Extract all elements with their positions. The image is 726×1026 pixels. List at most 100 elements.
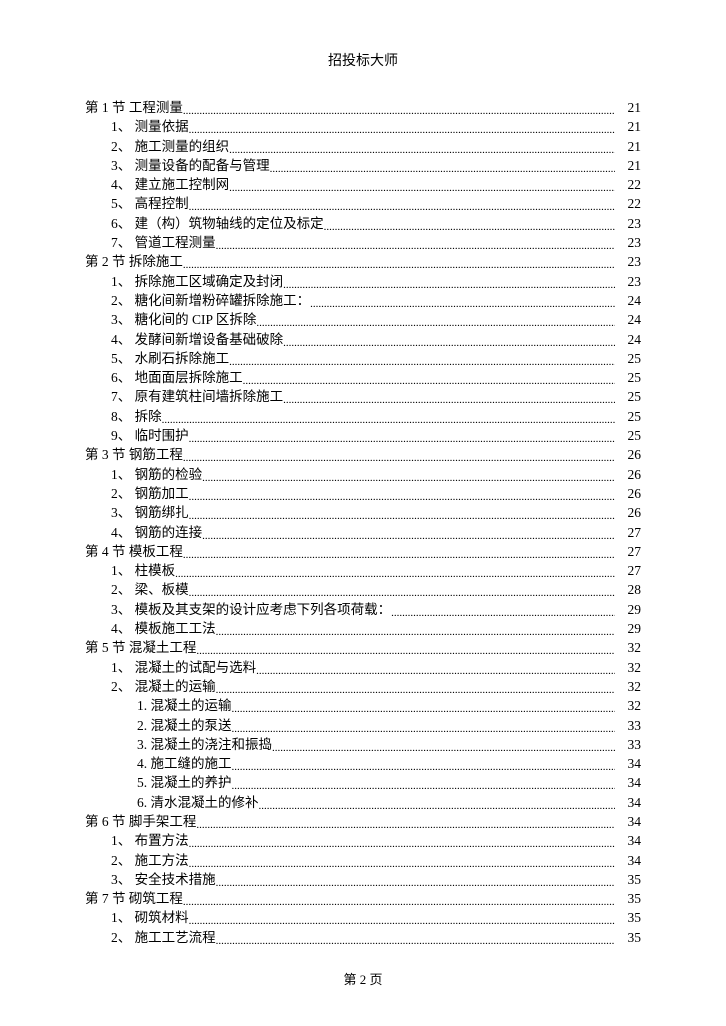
toc-leader-dots: ........................................… — [324, 218, 615, 237]
toc-page-number: 35 — [615, 889, 641, 908]
toc-page-number: 26 — [615, 465, 641, 484]
toc-page-number: 34 — [615, 793, 641, 812]
toc-label: 2、 糖化间新增粉碎罐拆除施工： — [111, 291, 310, 310]
toc-leader-dots: ........................................… — [232, 720, 616, 739]
toc-page-number: 28 — [615, 580, 641, 599]
toc-label: 2. 混凝土的泵送 — [137, 716, 232, 735]
toc-page-number: 22 — [615, 175, 641, 194]
toc-page-number: 24 — [615, 291, 641, 310]
toc-leader-dots: ........................................… — [196, 642, 615, 661]
toc-label: 2、 施工方法 — [111, 851, 189, 870]
toc-label: 1、 柱模板 — [111, 561, 175, 580]
toc-page-number: 35 — [615, 870, 641, 889]
toc-page-number: 25 — [615, 368, 641, 387]
toc-page-number: 34 — [615, 754, 641, 773]
toc-label: 3、 钢筋绑扎 — [111, 503, 189, 522]
toc-page-number: 34 — [615, 851, 641, 870]
toc-page-number: 23 — [615, 272, 641, 291]
toc-leader-dots: ........................................… — [183, 256, 615, 275]
toc-page-number: 21 — [615, 98, 641, 117]
toc-leader-dots: ........................................… — [256, 662, 615, 681]
toc-label: 5、 高程控制 — [111, 194, 189, 213]
toc-page-number: 27 — [615, 542, 641, 561]
toc-page-number: 26 — [615, 445, 641, 464]
page-footer: 第 2 页 — [0, 969, 726, 988]
toc-label: 第 4 节 模板工程 — [85, 542, 183, 561]
toc-leader-dots: ........................................… — [189, 121, 615, 140]
toc-page-number: 29 — [615, 600, 641, 619]
toc-leader-dots: ........................................… — [202, 527, 615, 546]
toc-leader-dots: ........................................… — [232, 758, 616, 777]
toc-leader-dots: ........................................… — [189, 855, 615, 874]
toc-page-number: 33 — [615, 735, 641, 754]
toc-page-number: 23 — [615, 252, 641, 271]
toc-page-number: 25 — [615, 349, 641, 368]
toc-page-number: 33 — [615, 716, 641, 735]
toc-leader-dots: ........................................… — [189, 198, 615, 217]
toc-leader-dots: ........................................… — [183, 893, 615, 912]
toc-page-number: 29 — [615, 619, 641, 638]
toc-leader-dots: ........................................… — [229, 141, 615, 160]
toc-leader-dots: ........................................… — [175, 565, 615, 584]
toc-page-number: 25 — [615, 426, 641, 445]
toc-page-number: 32 — [615, 638, 641, 657]
toc-leader-dots: ........................................… — [243, 372, 615, 391]
toc-leader-dots: ........................................… — [183, 102, 615, 121]
toc-label: 8、 拆除 — [111, 407, 162, 426]
toc-leader-dots: ........................................… — [216, 932, 615, 951]
toc-page-number: 21 — [615, 156, 641, 175]
toc-leader-dots: ........................................… — [196, 816, 615, 835]
page-header: 招投标大师 — [85, 50, 641, 70]
toc-label: 2、 混凝土的运输 — [111, 677, 216, 696]
toc-page-number: 26 — [615, 503, 641, 522]
toc-page-number: 34 — [615, 812, 641, 831]
toc-page-number: 32 — [615, 658, 641, 677]
toc-page-number: 26 — [615, 484, 641, 503]
toc-page-number: 21 — [615, 117, 641, 136]
toc-label: 7、 管道工程测量 — [111, 233, 216, 252]
toc-leader-dots: ........................................… — [270, 160, 615, 179]
toc-page-number: 23 — [615, 233, 641, 252]
toc-leader-dots: ........................................… — [259, 797, 616, 816]
toc-leader-dots: ........................................… — [216, 874, 615, 893]
toc-label: 4、 模板施工工法 — [111, 619, 216, 638]
toc-page-number: 34 — [615, 773, 641, 792]
toc-leader-dots: ........................................… — [216, 237, 615, 256]
toc-label: 1、 布置方法 — [111, 831, 189, 850]
table-of-contents: 第 1 节 工程测量..............................… — [85, 98, 641, 947]
toc-leader-dots: ........................................… — [310, 295, 615, 314]
toc-label: 第 2 节 拆除施工 — [85, 252, 183, 271]
toc-page-number: 34 — [615, 831, 641, 850]
toc-leader-dots: ........................................… — [202, 469, 615, 488]
toc-label: 第 1 节 工程测量 — [85, 98, 183, 117]
toc-label: 第 5 节 混凝土工程 — [85, 638, 196, 657]
toc-leader-dots: ........................................… — [283, 334, 615, 353]
toc-label: 3、 糖化间的 CIP 区拆除 — [111, 310, 256, 329]
toc-page-number: 32 — [615, 696, 641, 715]
toc-label: 1、 测量依据 — [111, 117, 189, 136]
toc-leader-dots: ........................................… — [189, 488, 615, 507]
toc-leader-dots: ........................................… — [216, 681, 615, 700]
toc-page-number: 25 — [615, 387, 641, 406]
toc-leader-dots: ........................................… — [189, 912, 615, 931]
toc-page-number: 24 — [615, 330, 641, 349]
toc-leader-dots: ........................................… — [229, 353, 615, 372]
toc-label: 4. 施工缝的施工 — [137, 754, 232, 773]
toc-leader-dots: ........................................… — [232, 777, 616, 796]
toc-leader-dots: ........................................… — [391, 604, 615, 623]
toc-page-number: 32 — [615, 677, 641, 696]
toc-page-number: 35 — [615, 928, 641, 947]
toc-row: 第 1 节 工程测量..............................… — [85, 98, 641, 117]
toc-label: 2、 钢筋加工 — [111, 484, 189, 503]
toc-page-number: 24 — [615, 310, 641, 329]
toc-page-number: 27 — [615, 523, 641, 542]
toc-leader-dots: ........................................… — [272, 739, 615, 758]
toc-page-number: 35 — [615, 908, 641, 927]
toc-leader-dots: ........................................… — [183, 546, 615, 565]
toc-label: 5、 水刷石拆除施工 — [111, 349, 229, 368]
toc-leader-dots: ........................................… — [256, 314, 615, 333]
toc-page-number: 25 — [615, 407, 641, 426]
toc-label: 5. 混凝土的养护 — [137, 773, 232, 792]
toc-leader-dots: ........................................… — [189, 507, 615, 526]
toc-leader-dots: ........................................… — [216, 623, 615, 642]
